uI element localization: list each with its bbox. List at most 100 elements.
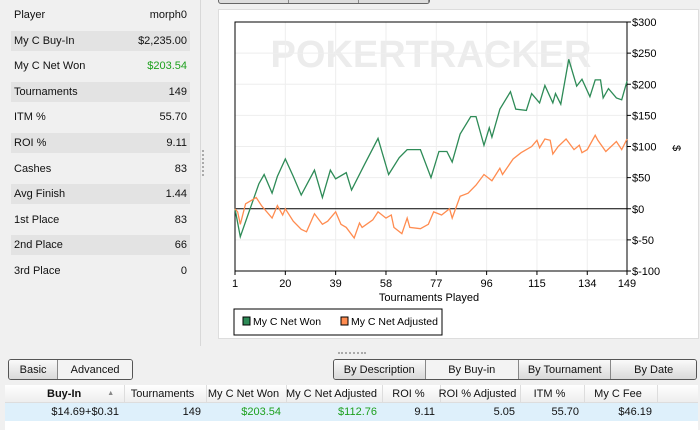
column-header-label: Buy-In bbox=[47, 387, 82, 400]
y-tick-label: $300 bbox=[632, 17, 656, 29]
stat-row: ITM % 55.70 bbox=[11, 107, 190, 127]
table-cell: 9.11 bbox=[414, 406, 435, 418]
stat-row: Tournaments 149 bbox=[11, 81, 190, 102]
y-tick-label: $50 bbox=[632, 173, 650, 185]
group-button-by-date[interactable]: By Date bbox=[611, 360, 696, 379]
stat-row: Player morph0 bbox=[11, 5, 190, 25]
x-tick-label: 115 bbox=[528, 278, 546, 290]
stat-row: 1st Place 83 bbox=[11, 210, 190, 230]
stat-value: morph0 bbox=[149, 9, 187, 21]
y-axis-title: $ bbox=[670, 145, 682, 151]
column-header[interactable]: Tournaments bbox=[125, 385, 207, 402]
column-header-label: ROI % bbox=[392, 387, 425, 400]
results-table: Buy-In ▲ Tournaments My C Net Won My C Net A… bbox=[5, 385, 698, 430]
stat-row: Avg Finish 1.44 bbox=[11, 184, 190, 205]
stat-row: My C Net Won $203.54 bbox=[11, 56, 190, 76]
y-tick-label: $250 bbox=[632, 48, 656, 60]
column-header-label: My C Net Won bbox=[207, 387, 280, 400]
stat-value: 149 bbox=[168, 85, 187, 98]
column-header-label: ROI % Adjusted bbox=[438, 387, 517, 400]
table-cell: $46.19 bbox=[618, 406, 652, 418]
table-cell: $112.76 bbox=[338, 406, 377, 418]
column-header[interactable]: My C Fee bbox=[585, 385, 658, 402]
stat-label: ITM % bbox=[14, 111, 46, 124]
column-header-label: ITM % bbox=[533, 387, 566, 400]
legend: My C Net Won My C Net Adjusted bbox=[233, 308, 443, 336]
column-header-label: My C Net Adjusted bbox=[285, 387, 378, 400]
stat-label: My C Net Won bbox=[14, 60, 86, 73]
stat-value: 83 bbox=[174, 213, 187, 226]
x-tick-label: 149 bbox=[618, 278, 636, 290]
stat-label: Cashes bbox=[14, 162, 52, 175]
stat-row: ROI % 9.11 bbox=[11, 133, 190, 153]
stat-label: My C Buy-In bbox=[14, 34, 75, 47]
plot-frame bbox=[234, 21, 628, 272]
stat-row: My C Buy-In $2,235.00 bbox=[11, 30, 190, 51]
series-line-net-won bbox=[234, 59, 628, 240]
sort-asc-icon: ▲ bbox=[107, 390, 115, 397]
group-button-by-buy-in[interactable]: By Buy-in bbox=[425, 360, 519, 379]
stats-panel: Player morph0 My C Buy-In $2,235.00 My C Net… bbox=[0, 0, 201, 346]
column-header[interactable]: My C Net Won bbox=[207, 385, 287, 402]
y-tick-label: $-50 bbox=[632, 235, 654, 247]
table-cell: $203.54 bbox=[241, 406, 281, 418]
top-button-group[interactable] bbox=[218, 0, 430, 4]
stat-value: 9.11 bbox=[166, 137, 187, 149]
stat-label: Tournaments bbox=[14, 85, 78, 98]
y-tick-label: $-100 bbox=[632, 266, 660, 278]
y-tick-label: $200 bbox=[632, 79, 656, 91]
x-tick-label: 20 bbox=[279, 278, 291, 290]
stat-value: 0 bbox=[180, 265, 187, 277]
vertical-splitter[interactable] bbox=[202, 150, 204, 176]
table-cell: 149 bbox=[182, 406, 201, 418]
table-header: Buy-In ▲ Tournaments My C Net Won My C Net A… bbox=[5, 385, 698, 403]
table-cell: 55.70 bbox=[551, 406, 579, 418]
stat-label: 3rd Place bbox=[14, 265, 61, 277]
stat-value: $203.54 bbox=[147, 60, 187, 73]
column-header[interactable]: ITM % bbox=[521, 385, 585, 402]
group-button-by-description[interactable]: By Description bbox=[334, 360, 426, 379]
stat-label: 1st Place bbox=[14, 213, 60, 226]
column-header[interactable]: ROI % Adjusted bbox=[438, 385, 521, 402]
x-tick-label: 77 bbox=[430, 278, 442, 290]
stat-value: 66 bbox=[174, 239, 187, 252]
stat-value: 55.70 bbox=[159, 111, 187, 124]
watermark-logo: POKERTRACKER bbox=[271, 34, 592, 76]
y-tick-label: $150 bbox=[632, 110, 656, 122]
column-header[interactable]: My C Net Adjusted bbox=[285, 385, 383, 402]
column-header-label: Tournaments bbox=[130, 387, 195, 400]
chart-panel: POKERTRACKER 1 20 39 58 77 96 115 134 149 $300 $250… bbox=[218, 9, 699, 339]
column-header[interactable]: ROI % bbox=[383, 385, 441, 402]
stat-value: 1.44 bbox=[165, 188, 187, 201]
stat-label: 2nd Place bbox=[14, 239, 63, 252]
y-tick-label: $0 bbox=[632, 204, 644, 216]
x-tick-label: 1 bbox=[232, 278, 238, 290]
stat-row: 3rd Place 0 bbox=[11, 261, 190, 281]
stat-label: Player bbox=[14, 9, 46, 21]
legend-swatch-net-adjusted bbox=[340, 316, 349, 326]
x-tick-label: 39 bbox=[330, 278, 342, 290]
horizontal-splitter[interactable] bbox=[338, 352, 366, 354]
stat-value: 83 bbox=[174, 162, 187, 175]
legend-label-net-won: My C Net Won bbox=[253, 316, 321, 328]
table-cell: 5.05 bbox=[493, 406, 515, 418]
table-row[interactable]: $14.69+$0.31 149 $203.54 $112.76 9.11 5.05 55.… bbox=[5, 403, 698, 421]
column-header-label: My C Fee bbox=[594, 387, 642, 400]
stat-row: Cashes 83 bbox=[11, 159, 190, 179]
y-tick-label: $100 bbox=[632, 142, 656, 154]
view-button-basic[interactable]: Basic bbox=[9, 360, 59, 379]
column-header[interactable]: Buy-In ▲ bbox=[5, 385, 125, 402]
stat-value: $2,235.00 bbox=[138, 34, 187, 47]
stat-label: ROI % bbox=[14, 137, 47, 149]
group-button-by-tournament[interactable]: By Tournament bbox=[518, 360, 612, 379]
legend-box bbox=[233, 308, 443, 336]
x-tick-label: 58 bbox=[380, 278, 392, 290]
view-button-advanced[interactable]: Advanced bbox=[58, 360, 132, 379]
group-by-toggle: By Description By Buy-in By Tournament By D… bbox=[333, 359, 697, 380]
x-tick-label: 134 bbox=[578, 278, 596, 290]
stat-row: 2nd Place 66 bbox=[11, 235, 190, 256]
legend-label-net-adjusted: My C Net Adjusted bbox=[351, 316, 438, 328]
legend-swatch-net-won bbox=[242, 316, 251, 326]
line-chart: POKERTRACKER 1 20 39 58 77 96 115 134 149 $300 $250… bbox=[232, 17, 682, 336]
series-line-net-adjusted bbox=[234, 133, 628, 240]
